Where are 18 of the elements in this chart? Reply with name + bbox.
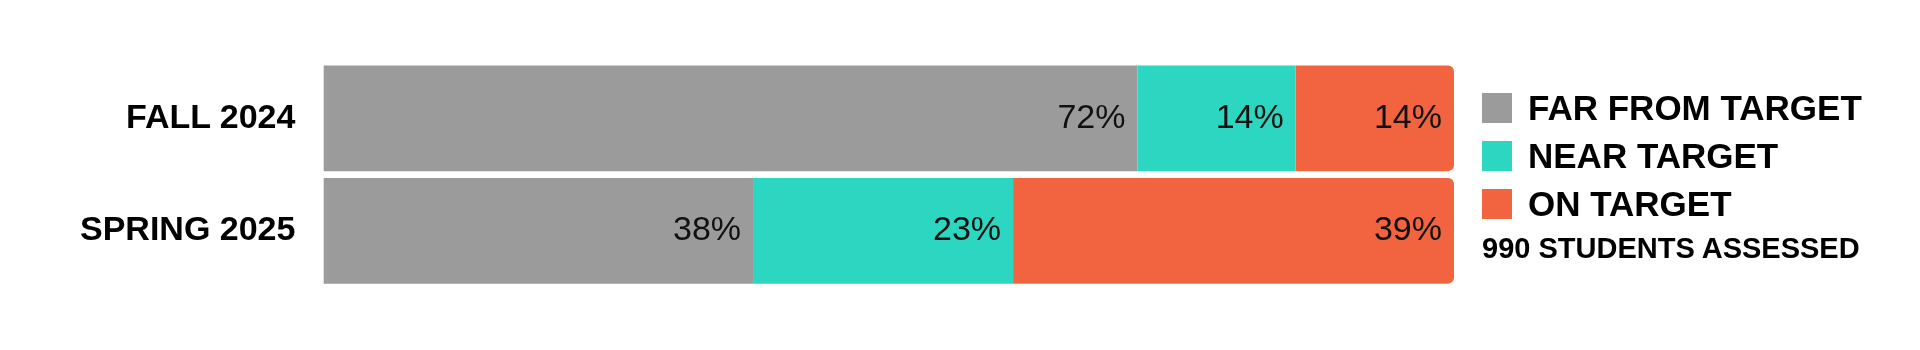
data-label: 14%: [1373, 96, 1442, 135]
legend-label: FAR FROM TARGET: [1528, 88, 1862, 128]
legend-label: NEAR TARGET: [1528, 136, 1779, 176]
bar: [323, 65, 1138, 172]
bar: [323, 177, 754, 284]
data-label: 14%: [1215, 96, 1284, 135]
bar: [1295, 65, 1454, 172]
data-label: 39%: [1373, 209, 1442, 248]
data-label: 72%: [1057, 96, 1126, 135]
bar: [753, 177, 1014, 284]
data-label: 23%: [933, 209, 1002, 248]
bar: [1013, 177, 1454, 284]
bar: [1137, 65, 1296, 172]
y-tick-label: SPRING 2025: [79, 209, 296, 248]
text: 990 STUDENTS ASSESSED: [1482, 232, 1861, 265]
y-tick-label: FALL 2024: [125, 96, 296, 135]
legend-label: ON TARGET: [1528, 184, 1732, 224]
data-label: 38%: [672, 209, 742, 248]
